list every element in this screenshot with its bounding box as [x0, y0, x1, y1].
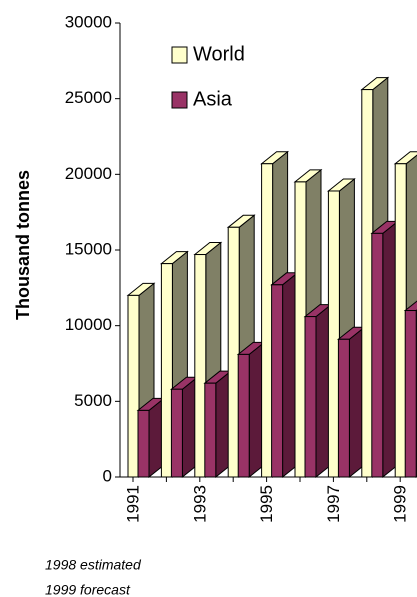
x-tick-label: 1995: [257, 485, 276, 523]
bar-face: [137, 409, 150, 478]
bar-face: [204, 382, 217, 478]
bar-face: [160, 263, 173, 478]
y-tick-label: 20000: [65, 164, 112, 183]
legend-swatch: [171, 91, 188, 109]
y-tick-label: 10000: [65, 315, 112, 334]
bar-face: [371, 232, 384, 478]
bar-face: [127, 294, 140, 478]
bar-face: [294, 181, 307, 478]
bar: [370, 220, 400, 479]
legend-swatch: [171, 46, 188, 64]
bar-face: [170, 388, 183, 478]
bar-face: [304, 316, 317, 478]
bar-face: [237, 353, 250, 478]
bar: [336, 326, 366, 479]
bar-face: [394, 163, 407, 478]
bar: [303, 303, 333, 479]
y-tick-label: 15000: [65, 239, 112, 258]
y-tick-label: 25000: [65, 88, 112, 107]
x-tick-label: 1991: [123, 485, 142, 523]
bar: [169, 376, 199, 479]
y-axis-title: Thousand tonnes: [13, 170, 33, 320]
bar: [270, 271, 300, 479]
x-tick-label: 1999: [391, 485, 410, 523]
x-tick-label: 1997: [324, 485, 343, 523]
bar: [203, 370, 233, 479]
bar: [236, 341, 266, 479]
note: 1999 forecast: [45, 582, 131, 597]
y-tick-label: 0: [103, 466, 112, 485]
bar: [136, 397, 166, 479]
note: 1998 estimated: [45, 557, 142, 573]
bar-face: [404, 310, 417, 478]
bar-face: [271, 284, 284, 478]
bar-face: [361, 89, 374, 478]
bar-face: [194, 254, 207, 478]
y-tick-label: 30000: [65, 12, 112, 31]
y-tick-label: 5000: [74, 391, 112, 410]
x-tick-label: 1993: [190, 485, 209, 523]
legend-label: World: [193, 43, 245, 65]
bar-face: [337, 338, 350, 478]
bar-face: [227, 226, 240, 478]
legend-label: Asia: [193, 88, 233, 110]
bar: [403, 300, 417, 479]
bar-face: [261, 163, 274, 478]
bar-face: [327, 190, 340, 478]
